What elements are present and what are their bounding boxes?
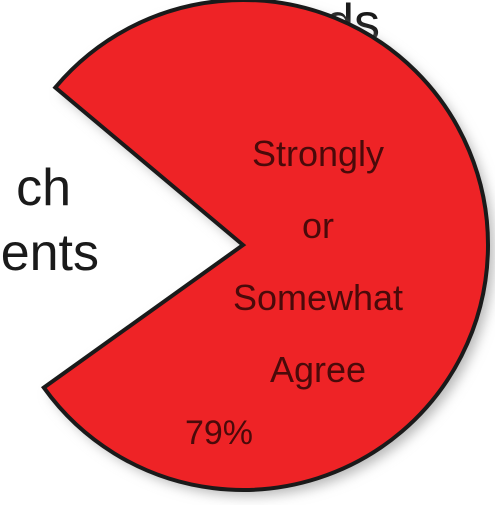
pie-slice-agree: [41, 0, 490, 492]
slice-value-label: 79%: [185, 414, 253, 452]
text-fragment-4: ents: [1, 224, 99, 282]
slice-label-line-1: Strongly: [252, 133, 384, 174]
slice-label-line-4: Agree: [270, 349, 366, 390]
slice-label-line-3: Somewhat: [233, 277, 403, 318]
slice-label-line-2: or: [302, 205, 334, 246]
text-fragment-3: ch: [16, 159, 71, 217]
